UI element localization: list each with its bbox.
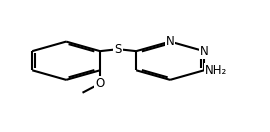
Text: NH₂: NH₂ — [205, 64, 228, 77]
Text: N: N — [166, 35, 174, 48]
Text: O: O — [95, 77, 105, 90]
Text: N: N — [200, 45, 208, 58]
Text: S: S — [114, 43, 122, 56]
